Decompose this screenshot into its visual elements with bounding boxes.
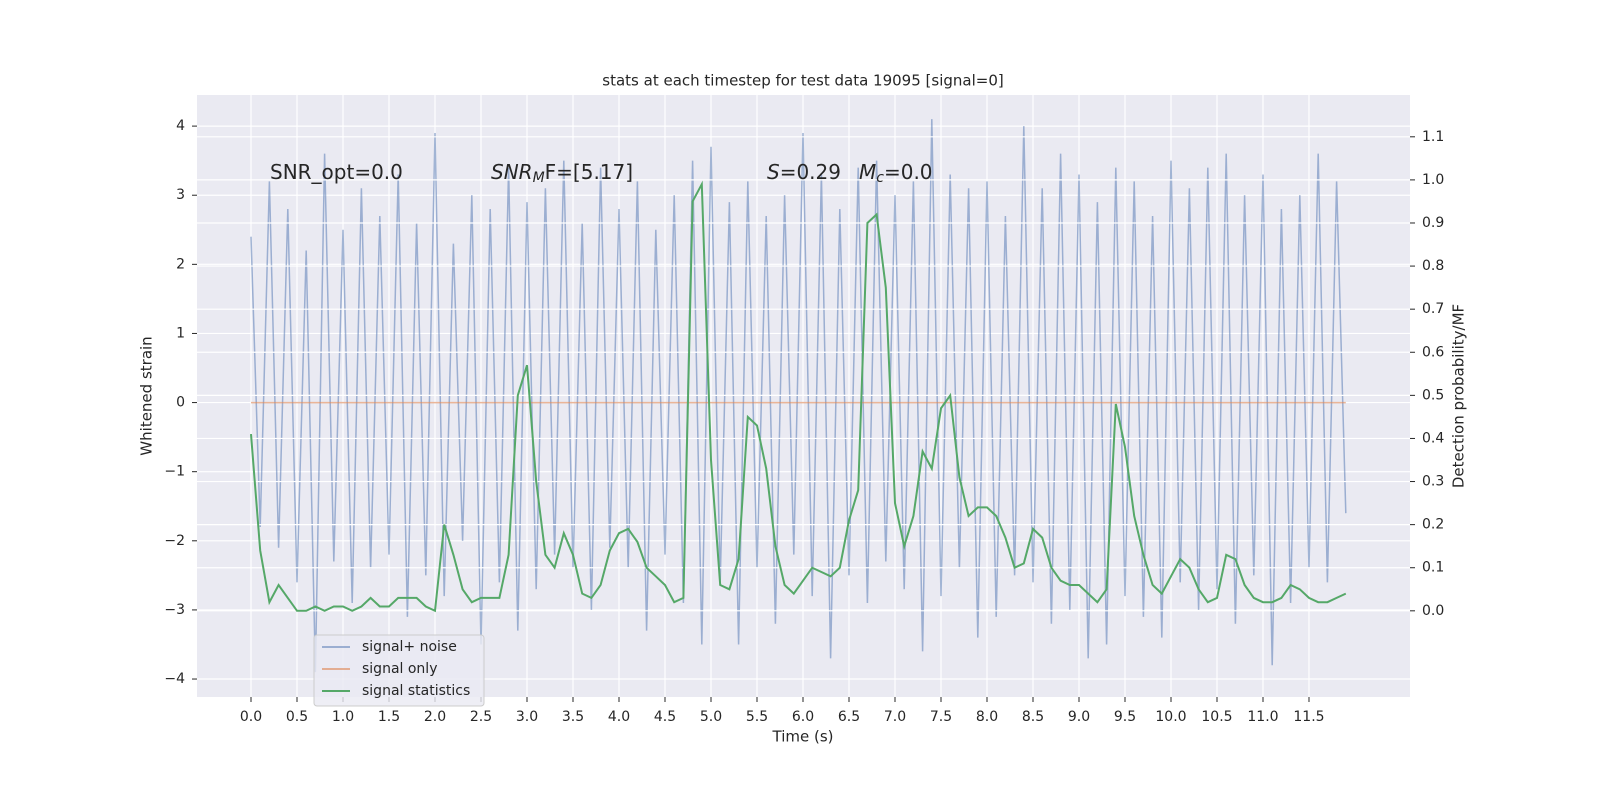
- annotation: SNR_opt=0.0: [270, 160, 403, 184]
- annotation-part: =0.0: [884, 160, 933, 184]
- y2-tick-label: 1.0: [1422, 172, 1444, 188]
- x-tick-label: 9.5: [1114, 709, 1136, 725]
- y2-tick-label: 0.9: [1422, 215, 1444, 231]
- x-tick-label: 11.0: [1247, 709, 1278, 725]
- y2-tick-label: 0.3: [1422, 474, 1444, 490]
- annotation: Mc=0.0: [859, 160, 933, 187]
- x-tick-label: 6.5: [838, 709, 860, 725]
- x-tick-label: 10.5: [1201, 709, 1232, 725]
- x-tick-label: 2.5: [470, 709, 492, 725]
- x-tick-label: 8.0: [976, 709, 998, 725]
- series-line: [250, 180, 1347, 613]
- x-tick-label: 9.0: [1068, 709, 1090, 725]
- legend-label: signal+ noise: [362, 639, 457, 655]
- y2-tick-label: 0.7: [1422, 301, 1444, 317]
- y2-tick-label: 0.0: [1422, 603, 1444, 619]
- y2-tick-label: 0.6: [1422, 344, 1444, 360]
- y-tick-label: 3: [176, 187, 185, 203]
- y-tick-label: −2: [164, 533, 185, 549]
- y-axis-label: Whitened strain: [138, 336, 156, 455]
- legend-box: [313, 634, 485, 707]
- x-tick-label: 3.0: [516, 709, 538, 725]
- x-tick-label: 4.0: [608, 709, 630, 725]
- y-tick-label: 1: [176, 325, 185, 341]
- y-tick-label: −3: [164, 602, 185, 618]
- y-tick-label: 2: [176, 256, 185, 272]
- annotation: SNRMF=[5.17]: [491, 160, 633, 187]
- annotation-part: M: [533, 170, 545, 186]
- x-tick-label: 3.5: [562, 709, 584, 725]
- y2-axis-label: Detection probability/MF: [1450, 304, 1468, 488]
- y2-tick-label: 0.4: [1422, 430, 1444, 446]
- y2-tick-label: 0.8: [1422, 258, 1444, 274]
- x-axis-label: Time (s): [772, 728, 834, 746]
- x-tick-label: 11.5: [1293, 709, 1324, 725]
- x-tick-label: 0.5: [286, 709, 308, 725]
- series-line: [250, 119, 1347, 673]
- legend-label: signal only: [362, 661, 437, 677]
- chart-title: stats at each timestep for test data 190…: [602, 72, 1003, 90]
- x-tick-label: 8.5: [1022, 709, 1044, 725]
- annotation-part: S: [767, 160, 780, 184]
- y-tick-label: 4: [176, 118, 185, 134]
- x-tick-label: 7.5: [930, 709, 952, 725]
- annotation: S=0.29: [767, 160, 841, 184]
- annotation-part: =0.29: [780, 160, 841, 184]
- y-tick-label: 0: [176, 395, 185, 411]
- x-tick-label: 10.0: [1155, 709, 1186, 725]
- y-tick-label: −1: [164, 464, 185, 480]
- annotation-part: SNR_opt=0.0: [270, 160, 403, 184]
- y2-tick-label: 1.1: [1422, 129, 1444, 145]
- x-tick-label: 0.0: [240, 709, 262, 725]
- x-tick-label: 7.0: [884, 709, 906, 725]
- y2-tick-label: 0.1: [1422, 560, 1444, 576]
- x-tick-label: 5.0: [700, 709, 722, 725]
- annotation-part: F=[5.17]: [545, 160, 633, 184]
- x-tick-label: 5.5: [746, 709, 768, 725]
- annotation-part: SNR: [491, 160, 533, 184]
- x-tick-label: 6.0: [792, 709, 814, 725]
- y2-tick-label: 0.2: [1422, 517, 1444, 533]
- annotation-part: M: [859, 160, 876, 184]
- y-tick-label: −4: [164, 671, 185, 687]
- annotation-part: c: [876, 170, 884, 186]
- x-tick-label: 4.5: [654, 709, 676, 725]
- x-tick-label: 1.0: [332, 709, 354, 725]
- y2-tick-label: 0.5: [1422, 387, 1444, 403]
- x-tick-label: 1.5: [378, 709, 400, 725]
- legend-label: signal statistics: [362, 683, 470, 699]
- x-tick-label: 2.0: [424, 709, 446, 725]
